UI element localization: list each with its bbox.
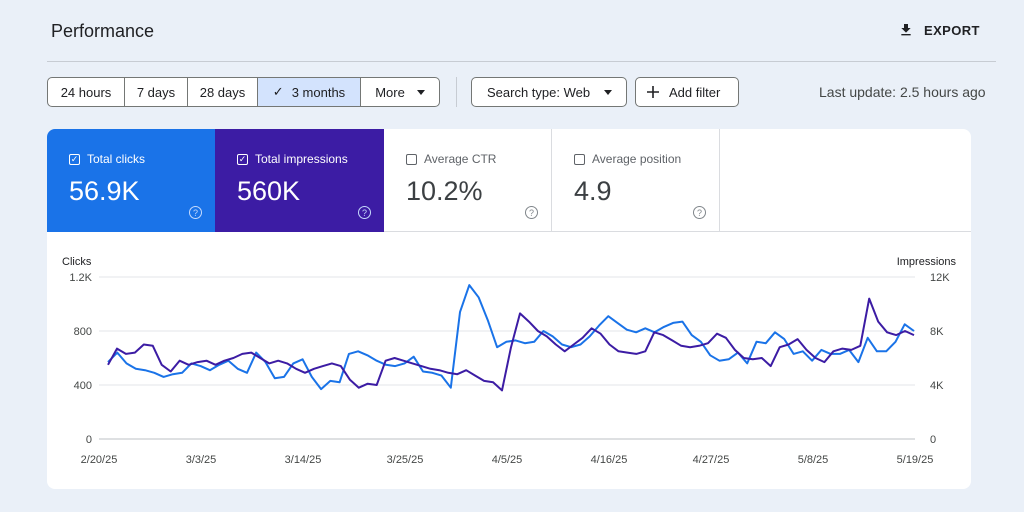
date-range-3-months[interactable]: ✓ 3 months	[258, 78, 361, 106]
caret-down-icon	[604, 89, 613, 95]
left-axis-tick-label: 400	[74, 380, 92, 392]
x-axis-tick-label: 4/16/25	[591, 454, 628, 466]
left-axis-tick-label: 800	[74, 326, 92, 338]
search-type-dropdown[interactable]: Search type: Web	[471, 77, 627, 107]
page-title: Performance	[51, 21, 155, 41]
download-icon	[901, 24, 911, 36]
metric-label: Average position	[592, 152, 682, 166]
x-axis-tick-label: 4/27/25	[693, 454, 730, 466]
checkbox-unchecked-icon[interactable]	[574, 153, 585, 165]
x-axis-tick-label: 3/14/25	[285, 454, 322, 466]
x-axis-tick-label: 2/20/25	[81, 454, 118, 466]
metric-tile-total-clicks[interactable]: ✓ Total clicks 56.9K ?	[47, 129, 215, 232]
help-icon[interactable]: ?	[525, 206, 538, 219]
right-axis-tick-label: 0	[930, 434, 936, 446]
metric-tile-total-impressions[interactable]: ✓ Total impressions 560K ?	[215, 129, 384, 232]
checkbox-unchecked-icon[interactable]	[406, 153, 417, 165]
plus-icon	[647, 86, 659, 98]
date-range-24-hours[interactable]: 24 hours	[48, 78, 125, 106]
right-axis-title: Impressions	[897, 256, 957, 268]
last-update-text: Last update: 2.5 hours ago	[819, 84, 986, 100]
tiles-divider	[720, 231, 971, 232]
help-icon[interactable]: ?	[693, 206, 706, 219]
x-axis-tick-label: 5/19/25	[897, 454, 934, 466]
caret-down-icon	[416, 89, 425, 95]
performance-card: ✓ Total clicks 56.9K ? ✓ Total impressions…	[47, 129, 971, 489]
right-axis-tick-label: 12K	[930, 272, 950, 284]
export-button[interactable]: EXPORT	[898, 22, 980, 38]
header-divider	[47, 61, 996, 62]
search-type-label: Search type: Web	[487, 84, 591, 100]
series-line-total-impressions[interactable]	[107, 297, 915, 392]
metric-value: 560K	[237, 176, 301, 206]
left-axis-tick-label: 1.2K	[69, 272, 92, 284]
filter-bar: 24 hours 7 days 28 days ✓ 3 months More …	[47, 77, 739, 107]
left-axis-title: Clicks	[62, 256, 92, 268]
more-label: More	[375, 84, 405, 100]
right-axis-tick-label: 4K	[930, 380, 944, 392]
help-icon[interactable]: ?	[189, 206, 202, 219]
checkmark-icon: ✓	[272, 84, 284, 99]
date-range-more-dropdown[interactable]: More	[361, 78, 439, 106]
metric-label: Total clicks	[87, 152, 146, 166]
metric-value: 4.9	[574, 176, 612, 206]
date-range-3-months-label: 3 months	[291, 84, 346, 100]
right-axis-tick-label: 8K	[930, 326, 944, 338]
metric-label: Total impressions	[255, 152, 348, 166]
metric-value: 56.9K	[69, 176, 140, 206]
metric-tile-average-position[interactable]: Average position 4.9 ?	[552, 129, 720, 232]
checkbox-checked-icon[interactable]: ✓	[69, 153, 80, 165]
x-axis-tick-label: 3/3/25	[186, 454, 217, 466]
metric-tile-average-ctr[interactable]: Average CTR 10.2% ?	[384, 129, 552, 232]
checkbox-checked-icon[interactable]: ✓	[237, 153, 248, 165]
date-range-28-days[interactable]: 28 days	[188, 78, 258, 106]
add-filter-button[interactable]: Add filter	[635, 77, 739, 107]
filter-divider	[456, 77, 457, 107]
performance-chart[interactable]: Clicks Impressions 0 0 400 4K 800 8K 1.2K 12K 2…	[47, 129, 971, 489]
date-range-7-days[interactable]: 7 days	[125, 78, 188, 106]
series-line-total-clicks[interactable]	[107, 284, 915, 391]
metric-label: Average CTR	[424, 152, 497, 166]
left-axis-tick-label: 0	[86, 434, 92, 446]
date-range-selector: 24 hours 7 days 28 days ✓ 3 months More	[47, 77, 440, 107]
help-icon[interactable]: ?	[358, 206, 371, 219]
x-axis-tick-label: 5/8/25	[798, 454, 829, 466]
export-label: EXPORT	[924, 22, 980, 38]
add-filter-label: Add filter	[669, 84, 721, 100]
metric-value: 10.2%	[406, 176, 483, 206]
x-axis-tick-label: 4/5/25	[492, 454, 523, 466]
x-axis-tick-label: 3/25/25	[387, 454, 424, 466]
